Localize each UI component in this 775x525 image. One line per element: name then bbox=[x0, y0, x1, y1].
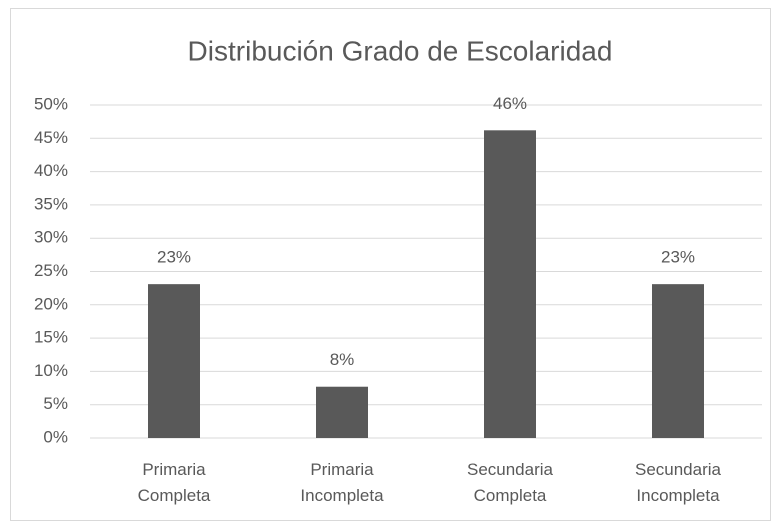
y-tick-label: 30% bbox=[34, 228, 68, 247]
y-tick-label: 40% bbox=[34, 161, 68, 180]
data-label: 46% bbox=[493, 94, 527, 113]
data-label: 8% bbox=[330, 350, 355, 369]
y-tick-label: 5% bbox=[43, 394, 68, 413]
data-label: 23% bbox=[661, 248, 695, 267]
data-label: 23% bbox=[157, 248, 191, 267]
x-tick-label: Secundaria Incompleta bbox=[634, 460, 721, 505]
y-tick-label: 15% bbox=[34, 328, 68, 347]
bar bbox=[652, 284, 704, 438]
y-tick-label: 20% bbox=[34, 294, 68, 313]
x-tick-label: Primaria Completa bbox=[137, 460, 211, 505]
bar bbox=[148, 284, 200, 438]
x-tick-label: Secundaria Completa bbox=[466, 460, 553, 505]
y-tick-label: 35% bbox=[34, 194, 68, 213]
chart-title: Distribución Grado de Escolaridad bbox=[188, 35, 613, 66]
y-tick-label: 10% bbox=[34, 361, 68, 380]
y-tick-label: 45% bbox=[34, 128, 68, 147]
bar bbox=[484, 130, 536, 439]
y-tick-label: 0% bbox=[43, 427, 68, 446]
chart-border bbox=[10, 8, 771, 521]
bar bbox=[316, 386, 368, 438]
y-tick-label: 25% bbox=[34, 261, 68, 280]
y-tick-label: 50% bbox=[34, 94, 68, 113]
x-tick-label: Primaria Incompleta bbox=[300, 460, 384, 505]
